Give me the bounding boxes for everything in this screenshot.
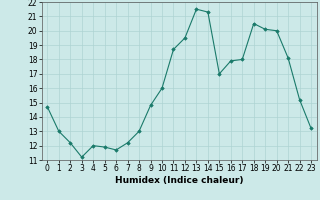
X-axis label: Humidex (Indice chaleur): Humidex (Indice chaleur) xyxy=(115,176,244,185)
